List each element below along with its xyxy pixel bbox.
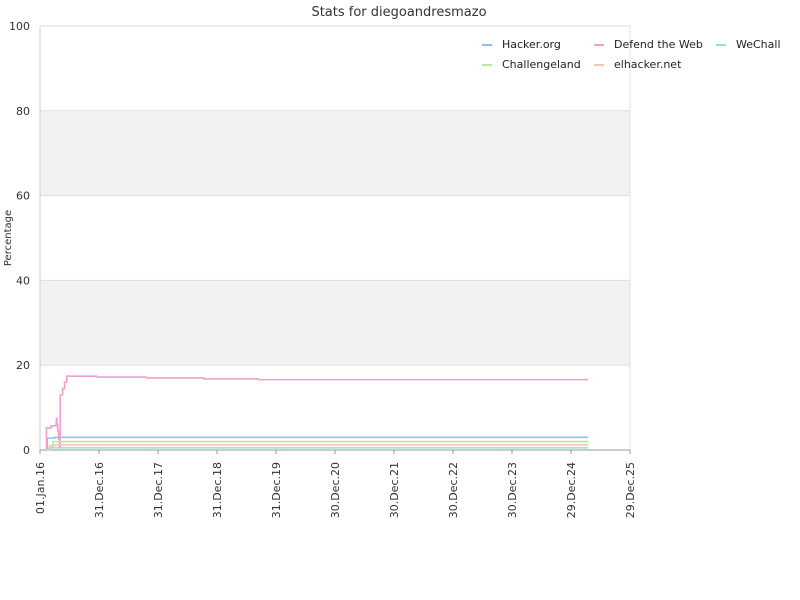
x-tick-label: 01.Jan.16 [34, 462, 47, 514]
legend: Hacker.org Defend the Web WeChall Challenge… [482, 38, 781, 71]
x-tick-label: 31.Dec.18 [211, 462, 224, 518]
y-tick-label: 40 [16, 274, 30, 287]
grid-bands [40, 110, 630, 366]
x-tick-label: 31.Dec.17 [152, 462, 165, 518]
legend-label: WeChall [736, 38, 781, 51]
x-tick-label: 29.Dec.25 [624, 462, 637, 518]
x-axis-ticks: 01.Jan.16 31.Dec.16 31.Dec.17 31.Dec.18 31.D… [34, 450, 637, 518]
y-tick-label: 100 [9, 20, 30, 33]
y-tick-label: 80 [16, 105, 30, 118]
y-tick-label: 60 [16, 190, 30, 203]
y-tick-label: 0 [23, 444, 30, 457]
x-tick-label: 29.Dec.24 [565, 462, 578, 518]
x-tick-label: 31.Dec.16 [93, 462, 106, 518]
y-tick-label: 20 [16, 359, 30, 372]
x-tick-label: 30.Dec.23 [506, 462, 519, 518]
series-line [45, 440, 589, 451]
gridlines [39, 25, 631, 451]
grid-band [40, 110, 630, 196]
series-line [45, 444, 589, 451]
legend-label: Challengeland [502, 58, 581, 71]
y-axis-title: Percentage [3, 210, 14, 266]
grid-band [40, 280, 630, 366]
x-tick-label: 30.Dec.22 [447, 462, 460, 518]
series-lines [45, 375, 589, 451]
x-tick-label: 31.Dec.19 [270, 462, 283, 518]
legend-label: Defend the Web [614, 38, 703, 51]
legend-label: elhacker.net [614, 58, 682, 71]
chart-title: Stats for diegoandresmazo [311, 5, 486, 20]
y-axis-ticks: 0 20 40 60 80 100 [9, 20, 30, 457]
series-line [45, 375, 589, 451]
x-tick-label: 30.Dec.20 [329, 462, 342, 518]
x-tick-label: 30.Dec.21 [388, 462, 401, 518]
legend-label: Hacker.org [502, 38, 561, 51]
